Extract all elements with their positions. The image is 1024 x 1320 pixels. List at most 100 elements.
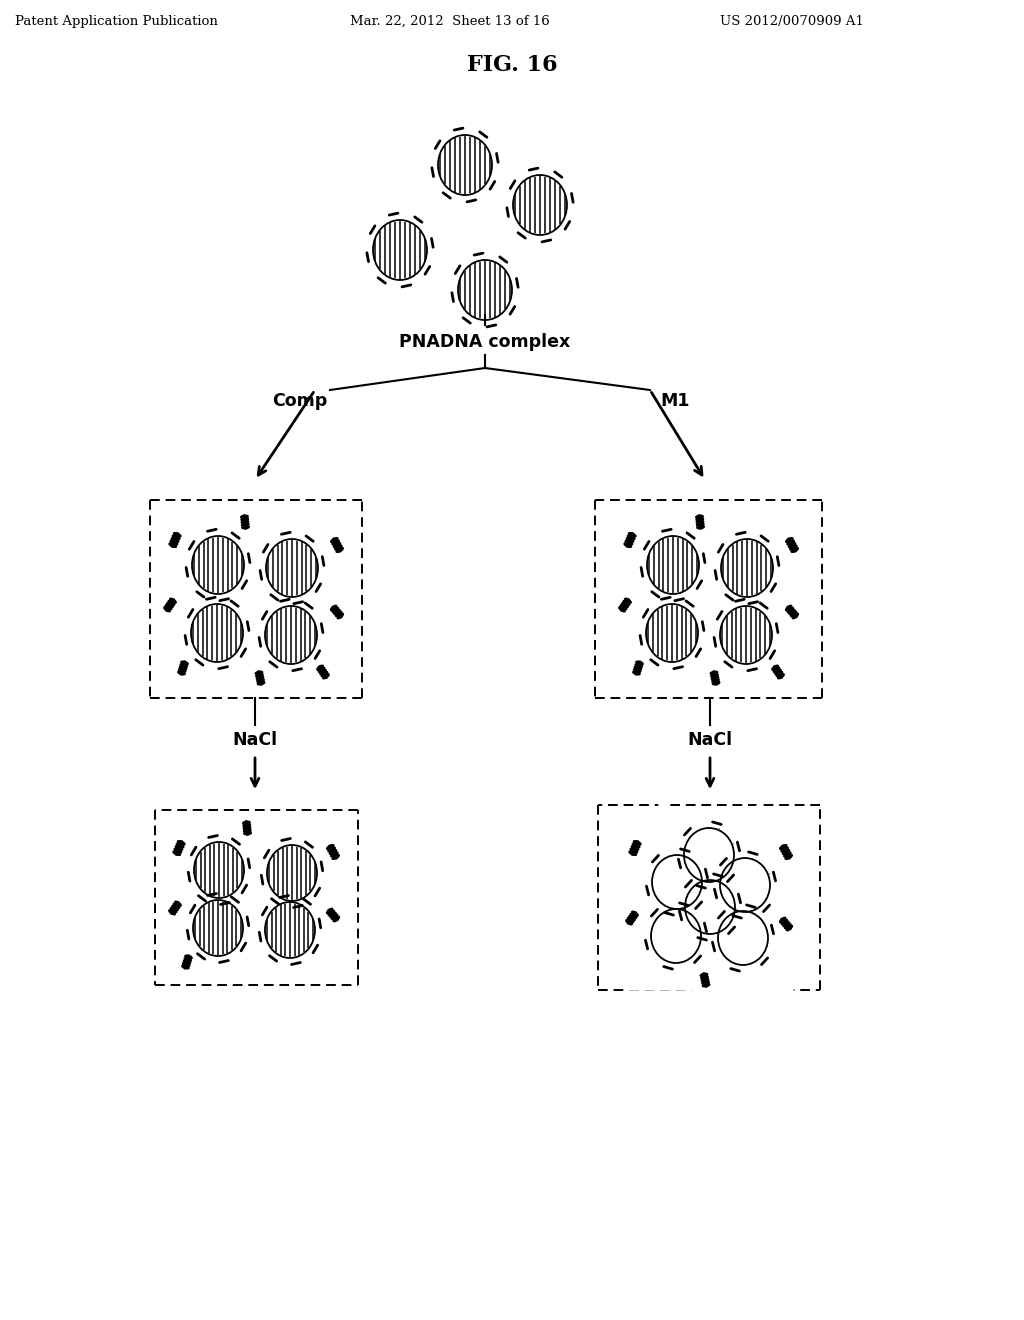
Bar: [725, 949, 732, 957]
Bar: [754, 935, 761, 942]
Bar: [746, 911, 754, 919]
Bar: [720, 866, 727, 874]
Bar: [739, 935, 746, 942]
Polygon shape: [660, 853, 760, 961]
Bar: [685, 895, 692, 903]
Bar: [681, 855, 688, 863]
Bar: [687, 916, 694, 924]
Bar: [732, 927, 739, 935]
Bar: [687, 948, 694, 956]
Bar: [684, 859, 691, 866]
Bar: [694, 924, 701, 932]
Bar: [741, 882, 749, 888]
Bar: [734, 874, 741, 882]
Bar: [728, 895, 735, 903]
Polygon shape: [626, 882, 726, 990]
Bar: [746, 927, 754, 935]
Bar: [667, 886, 674, 894]
Bar: [699, 927, 707, 935]
Bar: [658, 948, 666, 956]
Bar: [732, 942, 739, 949]
Bar: [688, 863, 695, 870]
Text: M1: M1: [660, 392, 690, 411]
Bar: [727, 882, 734, 888]
Bar: [706, 866, 713, 874]
Bar: [727, 859, 734, 866]
Bar: [680, 940, 687, 948]
Bar: [706, 851, 713, 859]
Bar: [680, 956, 687, 964]
Polygon shape: [695, 832, 795, 939]
Bar: [666, 924, 673, 932]
Bar: [688, 878, 695, 886]
Bar: [721, 919, 728, 927]
Bar: [658, 932, 666, 940]
Bar: [727, 843, 734, 851]
Bar: [699, 911, 707, 919]
Bar: [727, 866, 734, 874]
Bar: [666, 956, 673, 964]
Bar: [754, 919, 761, 927]
Bar: [684, 843, 691, 851]
Bar: [734, 888, 741, 896]
Bar: [713, 874, 720, 882]
Bar: [720, 888, 727, 896]
Bar: [763, 888, 770, 896]
Bar: [692, 919, 699, 927]
Bar: [754, 949, 761, 957]
Bar: [694, 940, 701, 948]
Text: NaCl: NaCl: [232, 731, 278, 748]
Bar: [732, 911, 739, 919]
Bar: [761, 927, 768, 935]
Bar: [721, 903, 728, 911]
Bar: [652, 886, 659, 894]
Bar: [691, 836, 698, 843]
Bar: [691, 851, 698, 859]
Bar: [658, 916, 666, 924]
Bar: [713, 828, 720, 836]
Bar: [714, 911, 721, 919]
Bar: [756, 882, 763, 888]
Text: FIG. 16: FIG. 16: [467, 54, 557, 77]
Bar: [713, 843, 720, 851]
Bar: [720, 851, 727, 859]
Bar: [698, 874, 706, 882]
Bar: [749, 904, 756, 912]
Bar: [721, 888, 728, 895]
Bar: [720, 874, 727, 882]
Bar: [688, 894, 695, 902]
Bar: [673, 916, 680, 924]
Bar: [714, 895, 721, 903]
Bar: [739, 949, 746, 957]
Bar: [651, 924, 658, 932]
Bar: [651, 940, 658, 948]
Bar: [756, 896, 763, 904]
Bar: [746, 942, 754, 949]
Bar: [727, 896, 734, 904]
Bar: [707, 888, 714, 895]
Bar: [691, 866, 698, 874]
Bar: [666, 940, 673, 948]
Bar: [667, 902, 674, 909]
Bar: [685, 911, 692, 919]
Bar: [698, 843, 706, 851]
Text: US 2012/0070909 A1: US 2012/0070909 A1: [720, 15, 864, 28]
Bar: [734, 904, 741, 912]
Text: Patent Application Publication: Patent Application Publication: [15, 15, 218, 28]
Bar: [714, 927, 721, 935]
Bar: [707, 903, 714, 911]
Bar: [741, 896, 749, 904]
Bar: [713, 859, 720, 866]
Bar: [749, 888, 756, 896]
Bar: [673, 948, 680, 956]
Bar: [739, 919, 746, 927]
Polygon shape: [693, 884, 793, 993]
Text: PNADNA complex: PNADNA complex: [399, 333, 570, 351]
Bar: [732, 957, 739, 965]
Bar: [761, 942, 768, 949]
Text: Mar. 22, 2012  Sheet 13 of 16: Mar. 22, 2012 Sheet 13 of 16: [350, 15, 550, 28]
Bar: [746, 957, 754, 965]
Bar: [692, 888, 699, 895]
Bar: [659, 894, 667, 902]
Bar: [698, 859, 706, 866]
